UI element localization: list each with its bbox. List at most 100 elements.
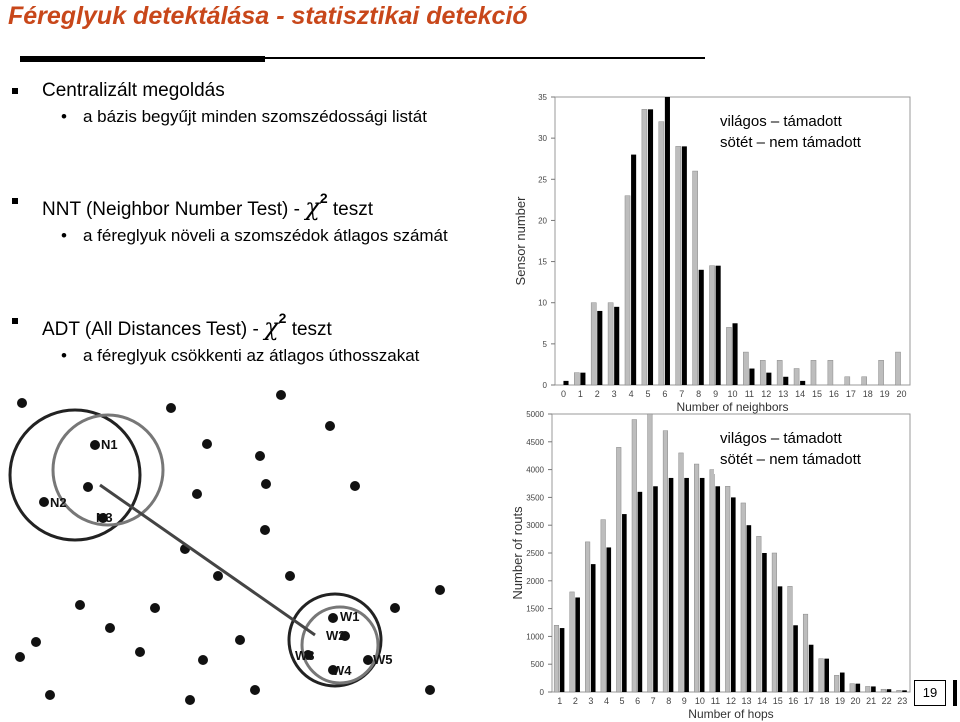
x-tick-label: 7 bbox=[651, 696, 656, 706]
bar bbox=[616, 447, 622, 693]
node-label: W3 bbox=[295, 648, 315, 663]
bar bbox=[606, 547, 612, 692]
bar bbox=[865, 686, 871, 693]
bar bbox=[675, 146, 682, 386]
bar bbox=[886, 689, 892, 692]
bar bbox=[668, 477, 674, 692]
y-axis-label: Number of routs bbox=[510, 506, 525, 600]
x-tick-label: 14 bbox=[757, 696, 767, 706]
bar bbox=[808, 644, 814, 692]
bar bbox=[622, 514, 627, 692]
bar bbox=[580, 372, 586, 385]
bar bbox=[740, 502, 746, 693]
x-tick-label: 17 bbox=[846, 389, 856, 399]
bar bbox=[553, 625, 560, 693]
bar bbox=[749, 368, 755, 385]
bar bbox=[631, 154, 637, 385]
bar bbox=[766, 372, 772, 385]
x-tick-label: 15 bbox=[773, 696, 783, 706]
x-tick-label: 4 bbox=[629, 389, 634, 399]
bar bbox=[855, 683, 861, 692]
bar bbox=[647, 109, 654, 385]
bar bbox=[793, 625, 798, 692]
y-tick-label: 0 bbox=[540, 688, 545, 697]
bar bbox=[662, 430, 668, 693]
superscript: 2 bbox=[278, 310, 287, 326]
x-tick-label: 3 bbox=[612, 389, 617, 399]
bar bbox=[725, 486, 731, 693]
x-tick-label: 9 bbox=[713, 389, 718, 399]
chi-symbol: χ bbox=[264, 313, 279, 341]
x-tick-label: 1 bbox=[578, 389, 583, 399]
bar bbox=[827, 360, 834, 386]
superscript: 2 bbox=[319, 190, 328, 206]
y-tick-label: 1500 bbox=[526, 605, 544, 614]
legend-entry: sötét – nem támadott bbox=[720, 451, 862, 468]
bar bbox=[732, 323, 738, 385]
bar bbox=[590, 564, 596, 692]
y-tick-label: 15 bbox=[538, 258, 547, 267]
bar bbox=[658, 121, 665, 386]
bar bbox=[694, 463, 700, 693]
bar bbox=[715, 265, 721, 385]
node-label: W4 bbox=[332, 663, 352, 678]
bullet-item: a féreglyuk csökkenti az átlagos úthossz… bbox=[61, 345, 523, 366]
bar bbox=[597, 310, 603, 385]
x-tick-label: 19 bbox=[880, 389, 890, 399]
y-tick-label: 20 bbox=[538, 216, 547, 225]
bar bbox=[678, 452, 684, 693]
bar bbox=[575, 597, 580, 692]
bar bbox=[834, 675, 840, 693]
x-tick-label: 3 bbox=[588, 696, 593, 706]
x-tick-label: 10 bbox=[695, 696, 705, 706]
title-rule bbox=[20, 56, 265, 62]
x-tick-label: 23 bbox=[897, 696, 907, 706]
bar bbox=[699, 477, 705, 692]
bar bbox=[585, 541, 591, 693]
bar bbox=[590, 302, 597, 386]
node-label: N2 bbox=[50, 495, 67, 510]
bar bbox=[902, 690, 907, 692]
page-bar bbox=[953, 680, 957, 706]
x-tick-label: 9 bbox=[682, 696, 687, 706]
bar bbox=[746, 525, 752, 692]
y-tick-label: 0 bbox=[543, 381, 548, 390]
y-tick-label: 2500 bbox=[526, 549, 544, 558]
x-tick-label: 20 bbox=[851, 696, 861, 706]
section: ADT (All Distances Test) - χ2 teszt a fé… bbox=[10, 310, 500, 366]
heading-text: ADT (All Distances Test) - bbox=[42, 319, 265, 340]
network-diagram: N1 N2 N3 W1 W2 W3 W4 W5 bbox=[8, 390, 445, 705]
bullet-item: a bázis begyűjt minden szomszédossági li… bbox=[61, 106, 463, 127]
y-tick-label: 5000 bbox=[526, 410, 544, 419]
x-tick-label: 5 bbox=[620, 696, 625, 706]
bar bbox=[684, 477, 689, 692]
x-tick-label: 4 bbox=[604, 696, 609, 706]
bar bbox=[569, 591, 575, 693]
bar bbox=[698, 269, 704, 385]
x-tick-label: 10 bbox=[727, 389, 737, 399]
bar bbox=[818, 658, 824, 693]
y-tick-label: 35 bbox=[538, 93, 547, 102]
heading-suffix: teszt bbox=[327, 199, 374, 220]
y-axis-label: Sensor number bbox=[513, 196, 528, 286]
section-heading: ADT (All Distances Test) - χ2 teszt bbox=[10, 310, 500, 341]
bar bbox=[664, 97, 670, 385]
x-tick-label: 18 bbox=[863, 389, 873, 399]
bar bbox=[574, 372, 580, 386]
y-tick-label: 3000 bbox=[526, 521, 544, 530]
bar bbox=[614, 306, 620, 385]
bar bbox=[783, 376, 789, 385]
bar bbox=[647, 413, 653, 693]
x-tick-label: 12 bbox=[761, 389, 771, 399]
heading-suffix: teszt bbox=[286, 319, 332, 340]
bar bbox=[861, 376, 867, 386]
chi-symbol: χ bbox=[305, 193, 320, 221]
bar bbox=[709, 469, 715, 693]
y-tick-label: 2000 bbox=[526, 577, 544, 586]
bar bbox=[692, 170, 698, 386]
bar bbox=[776, 360, 783, 386]
bar bbox=[726, 327, 732, 386]
node-label: W1 bbox=[340, 609, 360, 624]
x-tick-label: 5 bbox=[645, 389, 650, 399]
